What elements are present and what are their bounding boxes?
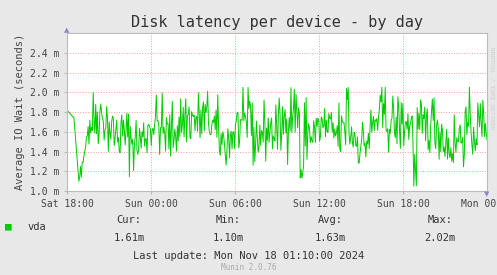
Text: 1.63m: 1.63m: [315, 233, 346, 243]
Text: 1.10m: 1.10m: [213, 233, 244, 243]
Text: 1.61m: 1.61m: [114, 233, 145, 243]
Text: vda: vda: [27, 222, 46, 232]
Text: Cur:: Cur:: [117, 215, 142, 225]
Title: Disk latency per device - by day: Disk latency per device - by day: [131, 15, 423, 31]
Text: Munin 2.0.76: Munin 2.0.76: [221, 263, 276, 272]
Y-axis label: Average IO Wait (seconds): Average IO Wait (seconds): [14, 34, 24, 190]
Text: Min:: Min:: [216, 215, 241, 225]
Text: 2.02m: 2.02m: [424, 233, 455, 243]
Text: Last update: Mon Nov 18 01:10:00 2024: Last update: Mon Nov 18 01:10:00 2024: [133, 251, 364, 261]
Text: ■: ■: [5, 222, 12, 232]
Text: ▲: ▲: [65, 27, 70, 33]
Text: Max:: Max:: [427, 215, 452, 225]
Text: ▼: ▼: [485, 191, 490, 197]
Text: RRDTOOL / TOBI OETIKER: RRDTOOL / TOBI OETIKER: [490, 47, 495, 129]
Text: Avg:: Avg:: [318, 215, 343, 225]
